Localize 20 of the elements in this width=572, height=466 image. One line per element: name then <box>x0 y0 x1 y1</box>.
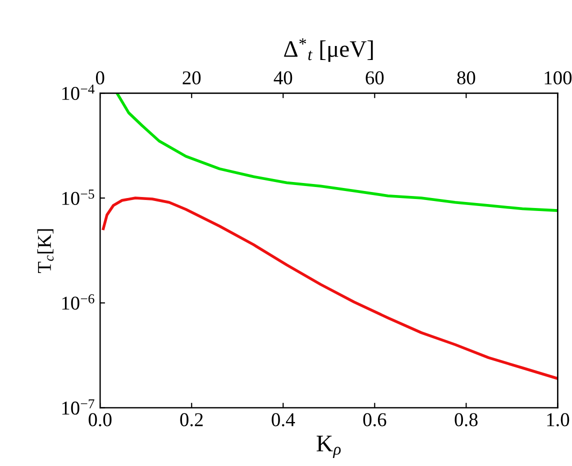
x-tick-label: 0.8 <box>454 413 478 426</box>
x-axis-title: K$_{ρ}$ <box>316 436 341 458</box>
y-tick-label: 10$^{−5}$ <box>62 190 94 205</box>
x-tick-label: 0.0 <box>88 413 112 426</box>
x-tick-label: 1.0 <box>547 413 570 426</box>
y-axis-title: T$_{c}$[K] <box>37 229 54 273</box>
x2-tick-label: 0 <box>96 71 104 84</box>
y-tick-label: 10$^{−4}$ <box>62 84 94 100</box>
x2-tick-label: 80 <box>457 71 476 84</box>
x2-axis-title: Δ$^{*}$$_{t}$ [μeV] <box>284 38 373 62</box>
line-series <box>102 196 558 380</box>
y-tick-label: 10$^{−6}$ <box>62 294 94 310</box>
x-tick-label: 0.4 <box>272 413 295 426</box>
x-tick-label: 0.2 <box>180 413 203 426</box>
x-tick-label: 0.6 <box>363 413 386 426</box>
x2-tick-label: 40 <box>274 71 292 84</box>
line-series <box>116 93 558 212</box>
x2-tick-label: 20 <box>182 71 201 84</box>
x2-tick-label: 60 <box>366 71 384 84</box>
x2-tick-label: 100 <box>544 71 572 84</box>
